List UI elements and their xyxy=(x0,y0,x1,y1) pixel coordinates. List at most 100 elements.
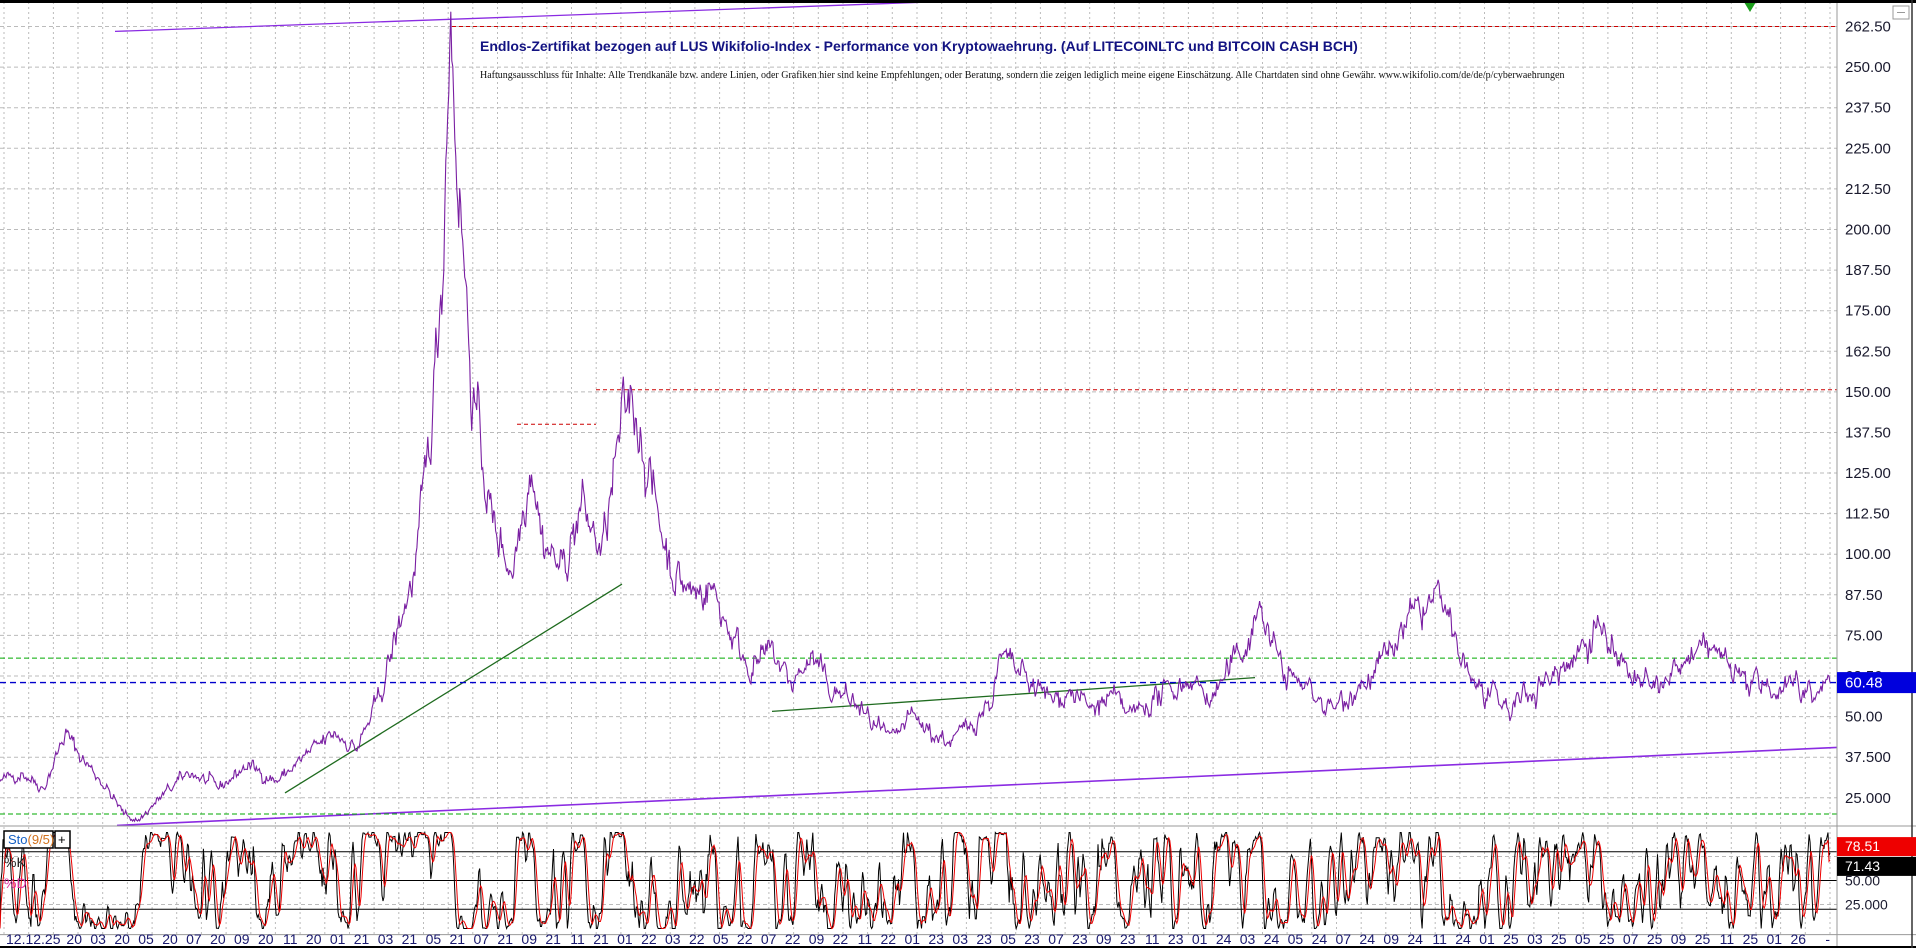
svg-text:60.48: 60.48 xyxy=(1845,675,1883,692)
svg-text:262.50: 262.50 xyxy=(1845,19,1891,36)
svg-text:22: 22 xyxy=(641,931,657,947)
svg-text:20: 20 xyxy=(306,931,322,947)
svg-text:50.00: 50.00 xyxy=(1845,709,1883,726)
svg-text:23: 23 xyxy=(928,931,944,947)
svg-text:25: 25 xyxy=(1599,931,1615,947)
svg-text:07: 07 xyxy=(1623,931,1639,947)
svg-text:24: 24 xyxy=(1407,931,1423,947)
svg-text:25: 25 xyxy=(1743,931,1759,947)
svg-text:05: 05 xyxy=(426,931,442,947)
svg-text:05: 05 xyxy=(1288,931,1304,947)
svg-text:03: 03 xyxy=(378,931,394,947)
svg-text:125.00: 125.00 xyxy=(1845,465,1891,482)
svg-text:23: 23 xyxy=(1120,931,1136,947)
svg-text:Endlos-Zertifikat bezogen auf: Endlos-Zertifikat bezogen auf LUS Wikifo… xyxy=(480,38,1358,54)
svg-text:24: 24 xyxy=(1359,931,1375,947)
svg-text:87.50: 87.50 xyxy=(1845,587,1883,604)
svg-text:100.00: 100.00 xyxy=(1845,546,1891,563)
svg-text:150.00: 150.00 xyxy=(1845,384,1891,401)
svg-text:22: 22 xyxy=(785,931,801,947)
svg-text:24: 24 xyxy=(1455,931,1471,947)
svg-text:22: 22 xyxy=(737,931,753,947)
svg-text:78.51: 78.51 xyxy=(1845,838,1880,854)
svg-text:20: 20 xyxy=(114,931,130,947)
svg-text:75.00: 75.00 xyxy=(1845,627,1883,644)
svg-text:22: 22 xyxy=(689,931,705,947)
svg-text:11: 11 xyxy=(283,931,298,947)
svg-text:25.000: 25.000 xyxy=(1845,790,1891,807)
svg-text:21: 21 xyxy=(497,931,513,947)
svg-text:03: 03 xyxy=(90,931,106,947)
svg-text:05: 05 xyxy=(138,931,154,947)
svg-text:23: 23 xyxy=(1072,931,1088,947)
svg-text:20: 20 xyxy=(258,931,274,947)
svg-text:11: 11 xyxy=(858,931,873,947)
svg-text:01: 01 xyxy=(905,931,921,947)
svg-text:22: 22 xyxy=(833,931,849,947)
svg-text:21: 21 xyxy=(450,931,466,947)
svg-text:11: 11 xyxy=(1432,931,1447,947)
svg-text:11: 11 xyxy=(1720,931,1735,947)
svg-text:%D: %D xyxy=(4,875,27,891)
svg-text:03: 03 xyxy=(952,931,968,947)
svg-text:07: 07 xyxy=(1048,931,1064,947)
svg-text:162.50: 162.50 xyxy=(1845,343,1891,360)
svg-text:21: 21 xyxy=(593,931,609,947)
svg-text:03: 03 xyxy=(1527,931,1543,947)
svg-text:21: 21 xyxy=(354,931,370,947)
svg-text:187.50: 187.50 xyxy=(1845,262,1891,279)
svg-text:24: 24 xyxy=(1312,931,1328,947)
svg-text:25: 25 xyxy=(1503,931,1519,947)
svg-text:11: 11 xyxy=(1145,931,1160,947)
svg-text:50.00: 50.00 xyxy=(1845,873,1880,889)
svg-text:12.12.25: 12.12.25 xyxy=(6,931,61,947)
svg-text:09: 09 xyxy=(1383,931,1399,947)
svg-text:09: 09 xyxy=(1096,931,1112,947)
svg-text:+: + xyxy=(58,832,66,847)
svg-text:09: 09 xyxy=(521,931,537,947)
svg-text:20: 20 xyxy=(162,931,178,947)
svg-text:250.00: 250.00 xyxy=(1845,59,1891,76)
svg-text:25: 25 xyxy=(1647,931,1663,947)
svg-text:11: 11 xyxy=(570,931,585,947)
svg-text:225.00: 225.00 xyxy=(1845,140,1891,157)
svg-text:22: 22 xyxy=(881,931,897,947)
svg-text:37.500: 37.500 xyxy=(1845,749,1891,766)
svg-text:09: 09 xyxy=(809,931,825,947)
svg-text:26: 26 xyxy=(1791,931,1807,947)
svg-text:25.000: 25.000 xyxy=(1845,897,1888,913)
svg-text:212.50: 212.50 xyxy=(1845,181,1891,198)
svg-text:Haftungsausschluss für Inhalte: Haftungsausschluss für Inhalte: Alle Tre… xyxy=(480,70,1565,81)
svg-text:-: - xyxy=(1825,931,1830,947)
svg-text:Sto(9/5): Sto(9/5) xyxy=(8,832,54,847)
svg-text:09: 09 xyxy=(1671,931,1687,947)
svg-text:01: 01 xyxy=(330,931,346,947)
svg-text:71.43: 71.43 xyxy=(1845,858,1880,874)
svg-text:01: 01 xyxy=(1767,931,1783,947)
svg-text:24: 24 xyxy=(1264,931,1280,947)
svg-text:%K: %K xyxy=(4,854,26,870)
svg-text:137.50: 137.50 xyxy=(1845,425,1891,442)
svg-text:05: 05 xyxy=(1575,931,1591,947)
svg-text:07: 07 xyxy=(474,931,490,947)
svg-text:175.00: 175.00 xyxy=(1845,303,1891,320)
svg-text:05: 05 xyxy=(713,931,729,947)
svg-text:25: 25 xyxy=(1695,931,1711,947)
svg-text:23: 23 xyxy=(976,931,992,947)
svg-text:05: 05 xyxy=(1000,931,1016,947)
svg-text:01: 01 xyxy=(617,931,633,947)
svg-text:03: 03 xyxy=(665,931,681,947)
svg-text:03: 03 xyxy=(1240,931,1256,947)
svg-text:200.00: 200.00 xyxy=(1845,222,1891,239)
svg-text:23: 23 xyxy=(1168,931,1184,947)
svg-text:20: 20 xyxy=(66,931,82,947)
svg-text:07: 07 xyxy=(761,931,777,947)
svg-text:21: 21 xyxy=(545,931,561,947)
svg-text:07: 07 xyxy=(1336,931,1352,947)
svg-text:25: 25 xyxy=(1551,931,1567,947)
svg-text:24: 24 xyxy=(1216,931,1232,947)
svg-text:01: 01 xyxy=(1479,931,1495,947)
svg-text:20: 20 xyxy=(210,931,226,947)
svg-text:07: 07 xyxy=(186,931,202,947)
svg-text:23: 23 xyxy=(1024,931,1040,947)
